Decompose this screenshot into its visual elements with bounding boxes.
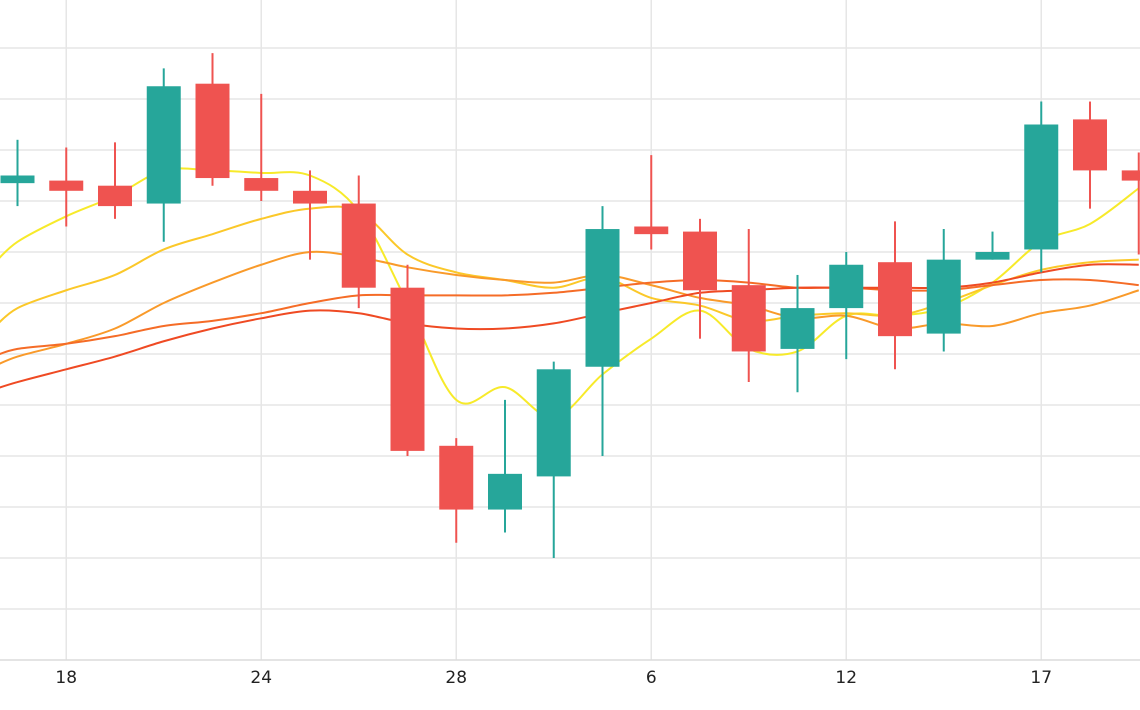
candle [1073, 101, 1107, 209]
candle [439, 438, 474, 543]
candle [488, 399, 522, 533]
candle-body [195, 83, 230, 179]
candle [1024, 101, 1059, 273]
candle [585, 206, 620, 456]
candle [878, 221, 912, 370]
x-tick-label: 17 [1030, 668, 1052, 688]
candle [0, 139, 35, 207]
candle-body [488, 473, 522, 510]
x-tick-label: 6 [646, 668, 657, 688]
candle-body [536, 369, 571, 477]
ma-line-2 [0, 205, 1139, 324]
candle [244, 93, 279, 201]
candle-body [1073, 119, 1107, 171]
candle [1121, 152, 1140, 255]
candle [390, 264, 425, 456]
candle [731, 229, 766, 383]
candle [683, 218, 717, 339]
candle [341, 175, 376, 309]
candle [146, 68, 181, 242]
candle-body [878, 262, 912, 337]
candle-body [0, 175, 35, 184]
candle [975, 231, 1010, 260]
candles [0, 53, 1140, 558]
candle-body [146, 86, 181, 204]
candle-body [293, 190, 327, 204]
x-tick-label: 12 [835, 668, 857, 688]
ma-line-3 [0, 250, 1140, 365]
candle-body [829, 264, 864, 309]
candle-body [731, 285, 766, 352]
candle-body [439, 445, 474, 510]
candle-body [98, 185, 132, 207]
candle [195, 53, 230, 186]
candle [829, 252, 864, 360]
candle [98, 142, 132, 219]
candle-body [926, 259, 961, 334]
x-tick-label: 24 [250, 668, 272, 688]
candle-body [244, 178, 279, 191]
candle-body [683, 231, 717, 291]
ma-line-4 [0, 278, 1139, 355]
candle [49, 147, 84, 227]
candle-body [341, 203, 376, 288]
candle [293, 170, 327, 260]
candle [634, 155, 669, 250]
candle-body [1121, 170, 1140, 181]
candle-body [1024, 124, 1059, 250]
candle-body [780, 308, 815, 349]
candle-body [49, 180, 84, 191]
candle [926, 229, 961, 352]
x-axis: 18 24 28 6 12 17 [55, 668, 1052, 688]
candle-body [975, 252, 1010, 260]
candle-body [634, 226, 669, 235]
candle [780, 274, 815, 393]
candle-body [585, 229, 620, 367]
candle [536, 361, 571, 558]
candle-body [390, 287, 425, 451]
x-tick-label: 18 [55, 668, 77, 688]
x-tick-label: 28 [445, 668, 467, 688]
